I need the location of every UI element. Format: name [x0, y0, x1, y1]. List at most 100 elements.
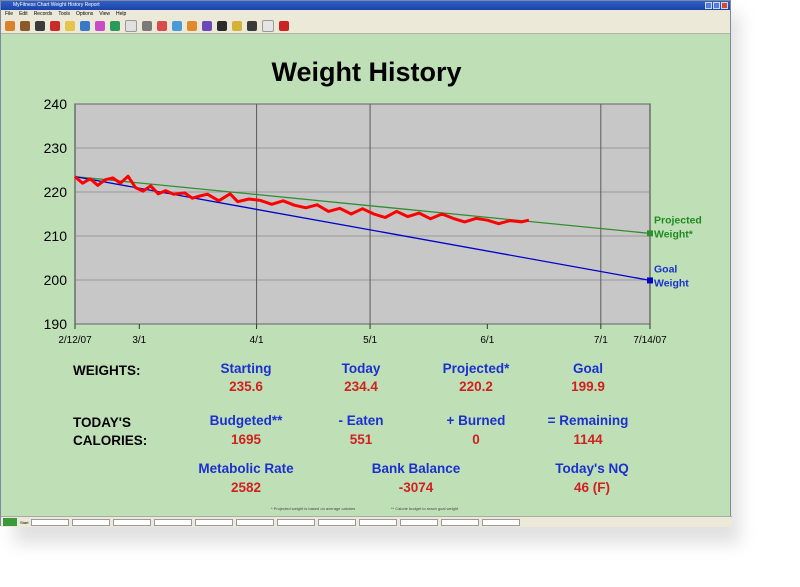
todays-nq-label: Today's NQ	[555, 461, 629, 476]
x-tick-label: 2/12/07	[58, 335, 92, 346]
print-icon[interactable]	[125, 19, 137, 32]
burned-value: 0	[472, 432, 480, 447]
taskbar-item-4[interactable]	[154, 518, 193, 526]
exercise-icon[interactable]	[35, 20, 45, 31]
x-tick-label: 5/1	[363, 335, 377, 346]
start-button[interactable]	[3, 518, 17, 526]
footnote-budgeted: ** Calorie budget to reach goal weight	[391, 506, 459, 511]
fruit-icon[interactable]	[187, 20, 197, 31]
menu-tools[interactable]: Tools	[58, 11, 70, 17]
window-title: MyFitness Chart Weight History Report	[13, 2, 100, 8]
chart-legend: Projected Weight* Goal Weight	[654, 214, 702, 289]
legend-label: Projected	[654, 214, 702, 226]
budgeted-label: Budgeted**	[209, 413, 283, 428]
user-icon[interactable]	[247, 20, 257, 31]
taskbar-item-3[interactable]	[113, 518, 152, 526]
menu-bar: File Edit Records Tools Options View Hel…	[1, 10, 730, 18]
taskbar-item-6[interactable]	[236, 518, 275, 526]
alert-icon[interactable]	[279, 20, 289, 31]
projected-weight-line	[74, 175, 651, 235]
x-tick-label: 4/1	[250, 335, 264, 346]
y-tick-label: 230	[44, 140, 68, 156]
water-icon[interactable]	[172, 20, 182, 31]
heart-icon[interactable]	[157, 20, 167, 31]
maximize-icon[interactable]	[713, 2, 720, 9]
report-title: Weight History	[271, 57, 462, 87]
legend-label: Weight	[654, 277, 689, 289]
projected-label: Projected*	[442, 361, 510, 376]
eaten-label: - Eaten	[338, 413, 384, 428]
title-bar[interactable]: MyFitness Chart Weight History Report	[1, 1, 730, 10]
metabolic-rate-label: Metabolic Rate	[198, 461, 294, 476]
bank-balance-label: Bank Balance	[371, 461, 461, 476]
taskbar-item-8[interactable]	[318, 518, 357, 526]
toolbar	[1, 18, 730, 34]
close-icon[interactable]	[721, 2, 728, 9]
y-tick-label: 240	[44, 96, 68, 112]
y-tick-label: 210	[44, 228, 68, 244]
x-tick-label: 3/1	[132, 335, 146, 346]
chart-grid	[75, 103, 650, 325]
x-axis-labels: 2/12/07 3/1 4/1 5/1 6/1 7/1 7/14/07	[58, 324, 667, 346]
projected-value: 220.2	[459, 379, 493, 394]
taskbar-item-12[interactable]	[482, 518, 521, 526]
open-icon[interactable]	[5, 20, 15, 31]
menu-file[interactable]: File	[5, 11, 14, 17]
x-tick-label: 7/14/07	[633, 335, 667, 346]
y-tick-label: 190	[44, 316, 68, 332]
calendar-icon[interactable]	[202, 20, 212, 31]
y-tick-label: 200	[44, 272, 68, 288]
taskbar-item-7[interactable]	[277, 518, 316, 526]
menu-edit[interactable]: Edit	[19, 11, 28, 17]
burned-label: + Burned	[446, 413, 506, 428]
calories-label-line2: CALORIES:	[73, 433, 148, 448]
x-tick-label: 6/1	[480, 335, 494, 346]
start-label: Start	[20, 519, 29, 525]
x-tick-label: 7/1	[594, 335, 608, 346]
plot-area	[74, 103, 651, 325]
blank-icon[interactable]	[262, 19, 274, 32]
minimize-icon[interactable]	[705, 2, 712, 9]
weight-icon[interactable]	[50, 20, 60, 31]
remaining-label: = Remaining	[547, 413, 629, 428]
help-icon[interactable]	[232, 20, 242, 31]
actual-weight-line	[74, 174, 530, 226]
window-controls	[705, 2, 728, 9]
today-value: 234.4	[344, 379, 378, 394]
projected-endpoint-marker	[647, 230, 653, 237]
goal-value: 199.9	[571, 379, 605, 394]
goal-label: Goal	[572, 361, 603, 376]
goal-icon[interactable]	[217, 20, 227, 31]
bank-balance-value: -3074	[398, 480, 434, 495]
chart-icon[interactable]	[80, 20, 90, 31]
notes-icon[interactable]	[65, 20, 75, 31]
report-icon[interactable]	[95, 20, 105, 31]
menu-view[interactable]: View	[99, 11, 110, 17]
budgeted-value: 1695	[230, 432, 262, 447]
y-axis-labels: 190 200 210 220 230 240	[44, 96, 68, 332]
food-icon[interactable]	[20, 20, 30, 31]
goal-endpoint-marker	[647, 277, 653, 284]
taskbar-item-1[interactable]	[31, 518, 70, 526]
weight-chart: 190 200 210 220 230 240 2/12/07 3/1 4/1 5/1 6/1 7/…	[44, 96, 702, 346]
settings-icon[interactable]	[142, 20, 152, 31]
menu-options[interactable]: Options	[76, 11, 94, 17]
taskbar-item-9[interactable]	[359, 518, 398, 526]
y-tick-label: 220	[44, 184, 68, 200]
metabolic-rate-value: 2582	[230, 480, 262, 495]
todays-nq-value: 46 (F)	[573, 480, 610, 495]
legend-label: Weight*	[654, 228, 694, 240]
app-window: MyFitness Chart Weight History Report Fi…	[0, 0, 732, 527]
chart-series	[74, 174, 653, 284]
footnote-projected: * Projected weight is based on average c…	[271, 506, 356, 511]
taskbar-item-10[interactable]	[400, 518, 439, 526]
taskbar-item-5[interactable]	[195, 518, 234, 526]
recipe-icon[interactable]	[110, 20, 120, 31]
taskbar-item-11[interactable]	[441, 518, 480, 526]
today-label: Today	[341, 361, 381, 376]
weights-label: WEIGHTS:	[73, 363, 141, 378]
menu-help[interactable]: Help	[115, 11, 127, 17]
starting-label: Starting	[220, 361, 272, 376]
taskbar-item-2[interactable]	[72, 518, 111, 526]
menu-records[interactable]: Records	[33, 11, 53, 17]
